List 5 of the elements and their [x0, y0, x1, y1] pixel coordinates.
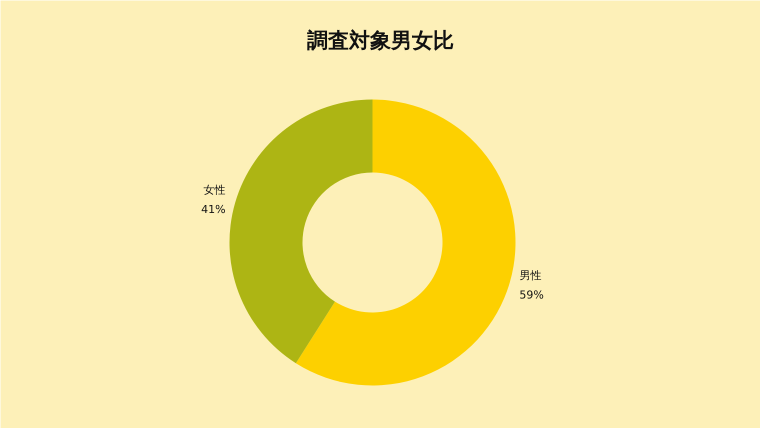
slice-label: 女性	[204, 184, 226, 197]
slice-label: 男性	[519, 268, 542, 282]
chart-title: 調査対象男女比	[307, 28, 454, 52]
data-label: 41%	[201, 203, 226, 216]
data-label: 59%	[519, 288, 544, 302]
